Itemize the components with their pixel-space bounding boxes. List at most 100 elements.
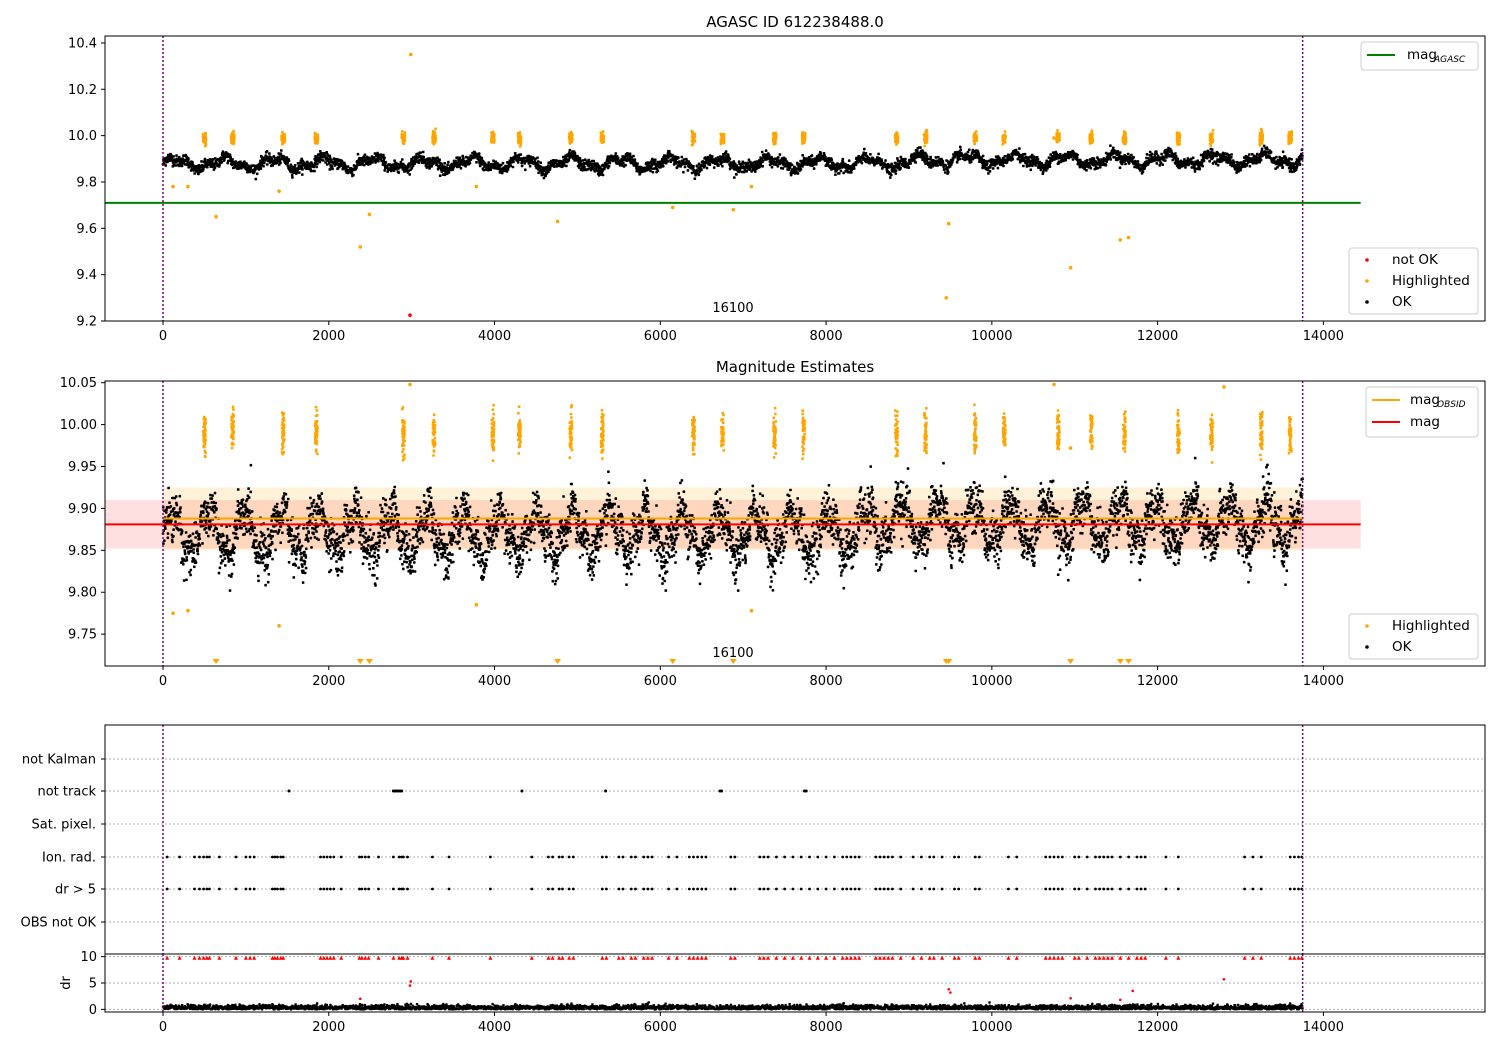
dr-gt-5-mark [1098,887,1101,891]
dr-clipped-marker [824,955,829,960]
highlighted-outlier-point [749,184,754,189]
dr-gt-5-mark [692,887,695,891]
x-tick-label: 0 [159,674,167,689]
dr-clipped-marker [853,955,858,960]
dr-gt-5-mark [218,887,221,891]
ion-rad-mark [198,855,201,859]
dr-gt-5-mark [1288,887,1292,891]
dr-clipped-marker [616,955,621,960]
ion-rad-mark [325,855,329,859]
dr-clipped-marker [815,955,820,960]
highlighted-outlier-point [409,52,413,57]
panel3-category-labels: not Kalman not track Sat. pixel. Ion. rad. d… [21,753,97,931]
dr-gt-5-mark [360,887,364,891]
ion-rad-mark [1056,855,1060,859]
ion-rad-mark [911,855,915,859]
ion-rad-mark [1052,855,1056,859]
ion-rad-mark [891,855,894,859]
highlighted-outlier-point [358,245,363,249]
highlighted-cluster-points [201,403,1293,464]
highlighted-outlier-point [186,184,190,189]
dr-clipped-marker [844,955,849,960]
ion-rad-mark [561,855,564,859]
ion-rad-mark [845,855,849,859]
legend-label-agasc-sub: AGASC [1433,55,1466,65]
dr-clipped-marker [546,955,551,960]
dr-clipped-marker [1250,955,1255,960]
highlighted-outlier-point [186,608,190,613]
dr-gt-5-mark [1044,887,1048,891]
y-tick-label: 9.85 [68,544,97,559]
dr-outlier-point [947,988,950,991]
dr-gt-5-mark [551,887,554,891]
ion-rad-mark [1098,855,1101,859]
dr-clipped-marker [339,955,344,960]
dr-gt-5-mark [273,887,277,891]
dr-gt-5-mark [234,887,238,891]
dr-gt-5-mark [276,887,279,891]
ion-rad-mark [783,855,786,859]
dr-outlier-point [409,980,413,983]
dr-gt-5-mark [281,887,285,891]
below-range-marker [945,659,953,664]
ion-rad-mark [675,855,679,859]
ion-rad-mark [667,855,670,859]
ion-rad-mark [878,855,882,859]
dr-gt-5-mark [650,887,654,891]
dr-clipped-marker [1176,955,1181,960]
category-label: Sat. pixel. [32,818,96,833]
dr-gt-5-mark [617,887,621,891]
panel2-title: Magnitude Estimates [716,358,874,376]
ion-rad-mark [1094,855,1097,859]
dr-clipped-marker [1288,955,1293,960]
dr-gt-5-mark [1102,887,1106,891]
dr-gt-5-mark [319,887,322,891]
highlighted-outlier-point [474,603,479,607]
dr-gt-5-mark [1135,887,1139,891]
panel2-points-legend-box [1348,613,1479,660]
dr-gt-5-mark [899,887,903,891]
dr-gt-5-mark [363,887,367,891]
dr-gt-5-mark [629,887,633,891]
ion-rad-mark [489,855,492,859]
ion-rad-mark [1143,855,1147,859]
ion-rad-mark [1297,855,1300,859]
ion-rad-mark [886,855,890,859]
panel1-legend-box [1360,41,1479,71]
y-tick-label: 10.2 [68,83,97,98]
highlighted-outlier-point [277,189,281,193]
dr-clipped-marker [940,955,945,960]
x-tick-label: 12000 [1137,329,1178,344]
dr-outlier-point [1119,998,1122,1002]
dr-clipped-marker [430,955,435,960]
dr-gt-5-mark [1094,887,1097,891]
dr-clipped-marker [401,955,406,960]
dr-gt-5-mark [431,887,434,891]
below-range-marker [554,659,562,664]
ion-rad-mark [600,855,604,859]
ion-rad-mark [218,855,221,859]
dr-clipped-marker [318,955,323,960]
panel2-legend-lines: mag OBSID mag [1365,386,1479,438]
x-tick-label: 2000 [312,329,345,344]
x-tick-label: 4000 [478,674,511,689]
ion-rad-mark [687,855,691,859]
dr-outlier-point [949,991,952,994]
dr-gt-5-mark [198,887,201,891]
ok-points [161,144,1304,181]
dr-clipped-marker [1110,955,1115,960]
dr-clipped-marker [1242,955,1247,960]
dr-clipped-marker [1060,955,1065,960]
ion-rad-mark [244,855,248,859]
below-range-marker [1125,659,1133,664]
ion-rad-mark [841,855,845,859]
highlighted-outlier-point [670,205,675,210]
y-tick-label: 10.00 [60,418,97,433]
ion-rad-mark [431,855,434,859]
highlighted-outlier-point [171,611,175,615]
ion-rad-mark [928,855,932,859]
y-tick-label: 0 [89,1003,97,1018]
dr-clipped-marker [873,955,878,960]
x-tick-label: 4000 [478,329,511,344]
dr-clipped-marker [1093,955,1098,960]
